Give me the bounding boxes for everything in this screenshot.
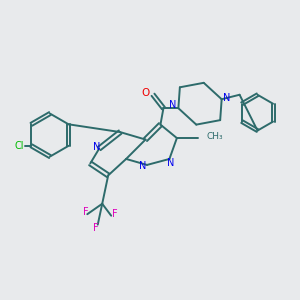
Text: N: N xyxy=(167,158,175,167)
Text: CH₃: CH₃ xyxy=(207,132,224,141)
Text: N: N xyxy=(224,93,231,103)
Text: F: F xyxy=(112,209,118,219)
Text: F: F xyxy=(93,223,99,233)
Text: N: N xyxy=(169,100,177,110)
Text: F: F xyxy=(83,207,88,217)
Text: Cl: Cl xyxy=(14,141,24,151)
Text: N: N xyxy=(93,142,100,152)
Text: O: O xyxy=(141,88,149,98)
Text: N: N xyxy=(139,161,146,171)
